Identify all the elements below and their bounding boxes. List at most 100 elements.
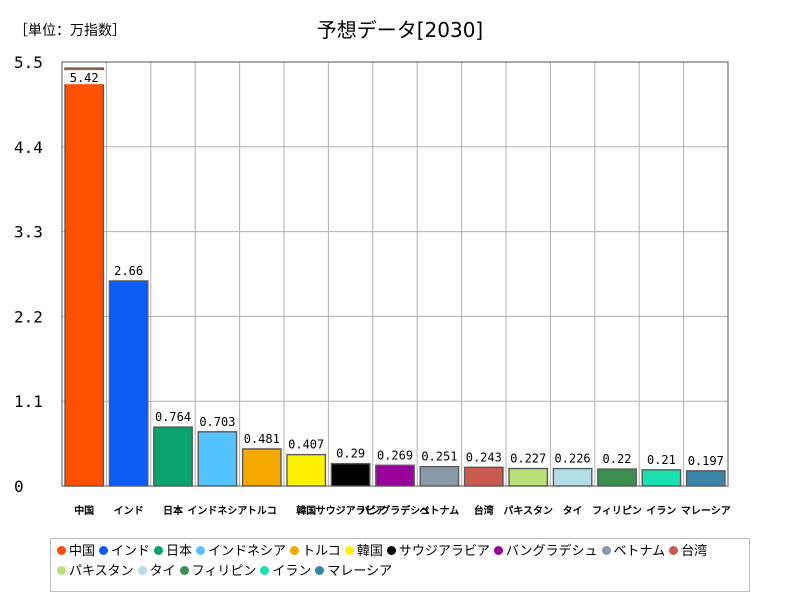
y-tick-label: 5.5 — [14, 53, 43, 72]
data-label: 0.407 — [288, 438, 324, 452]
data-label: 0.22 — [603, 452, 632, 466]
x-tick-label: タイ — [563, 505, 583, 517]
data-label: 2.66 — [114, 264, 143, 278]
legend-marker-icon — [137, 566, 147, 575]
legend-label: ベトナム — [613, 544, 666, 559]
x-tick-label: サウジアラビア — [316, 504, 386, 517]
legend-marker-icon — [315, 566, 325, 575]
bar — [197, 431, 238, 487]
legend-marker-icon — [386, 546, 396, 555]
unit-label: ［単位：万指数］ — [14, 23, 126, 39]
x-tick-label: マレーシア — [681, 505, 731, 517]
legend-marker-icon — [290, 546, 300, 555]
legend-marker-icon — [260, 566, 270, 575]
bar — [641, 469, 682, 487]
y-tick-label: 3.3 — [14, 223, 43, 242]
x-tick-label: イラン — [646, 505, 676, 517]
x-tick-label: 韓国 — [296, 504, 316, 517]
legend-label: パキスタン — [69, 564, 134, 579]
legend-marker-icon — [196, 546, 206, 555]
bar — [108, 280, 149, 487]
legend-marker-icon — [179, 566, 189, 575]
x-tick-label: トルコ — [247, 505, 277, 517]
data-label: 0.21 — [647, 453, 676, 467]
data-label-bg — [64, 70, 105, 85]
legend-item: 中国 — [57, 542, 95, 562]
data-label: 0.251 — [421, 450, 457, 464]
x-tick-label: 台湾 — [474, 504, 494, 517]
legend-item: 台湾 — [669, 542, 707, 562]
legend-marker-icon — [669, 546, 679, 555]
x-tick-label: インド — [114, 505, 144, 517]
legend-item: ベトナム — [601, 542, 666, 562]
legend-item: フィリピン — [179, 562, 257, 582]
x-tick-label: バングラデシュ — [360, 504, 431, 517]
y-tick-label: 2.2 — [14, 307, 43, 326]
bar — [286, 453, 327, 487]
legend-marker-icon — [493, 546, 503, 555]
legend-label: フィリピン — [191, 564, 257, 579]
bar — [685, 470, 726, 487]
legend-item: バングラデシュ — [493, 542, 598, 562]
legend-marker-icon — [154, 546, 164, 555]
bar — [463, 466, 504, 487]
legend-label: サウジアラビア — [398, 544, 490, 559]
legend-item: タイ — [137, 562, 176, 582]
x-tick-label: フィリピン — [592, 505, 642, 517]
data-label: 0.481 — [244, 432, 280, 446]
bar — [375, 464, 415, 487]
data-label: 0.243 — [466, 450, 502, 464]
x-tick-label: 中国 — [74, 504, 94, 517]
legend: 中国 インド 日本 インドネシア トルコ 韓国 サウジアラビア バングラデシュ ベトナム 台湾パキ… — [50, 538, 750, 592]
legend-label: インドネシア — [208, 544, 287, 559]
legend-item: 韓国 — [344, 542, 383, 562]
y-tick-label: 1.1 — [14, 392, 43, 411]
bars — [64, 67, 726, 487]
legend-marker-icon — [601, 546, 611, 555]
data-label: 0.269 — [377, 448, 413, 462]
legend-label: マレーシア — [327, 564, 393, 579]
axes: 0 1.1 2.2 3.3 4.4 5.5 中国 インド 日本 インドネシア トルコ 韓国 サウジアラビ… — [14, 53, 731, 517]
x-tick-label: 日本 — [163, 504, 184, 517]
legend-marker-icon — [344, 546, 354, 555]
legend-label: インド — [111, 544, 151, 559]
bar — [597, 468, 637, 487]
legend-item: インドネシア — [196, 542, 286, 562]
bar — [508, 467, 549, 487]
data-label: 0.227 — [510, 452, 546, 466]
plot-frame — [61, 61, 729, 487]
bar — [552, 467, 593, 487]
x-tick-label: パキスタン — [503, 505, 553, 517]
legend-item: パキスタン — [57, 562, 134, 582]
y-tick-label: 0 — [14, 477, 24, 496]
legend-item: トルコ — [290, 542, 341, 562]
data-label: 0.703 — [199, 415, 235, 429]
bar — [64, 67, 105, 487]
legend-label: イラン — [272, 564, 312, 579]
legend-item: インド — [99, 542, 150, 562]
data-label: 5.42 — [70, 71, 99, 85]
data-labels: 5.42 2.66 0.764 0.703 0.481 0.407 0.29 0.269 0.2… — [64, 70, 724, 468]
chart-title: 予想データ[2030] — [316, 18, 484, 42]
data-label: 0.764 — [155, 410, 191, 424]
legend-marker-icon — [57, 566, 66, 575]
bar — [419, 465, 460, 487]
data-label: 0.29 — [336, 447, 365, 461]
legend-label: バングラデシュ — [505, 544, 598, 559]
bar — [241, 448, 282, 487]
legend-label: 韓国 — [356, 544, 383, 559]
bar — [330, 462, 371, 487]
data-label: 0.226 — [555, 452, 591, 466]
legend-label: タイ — [149, 564, 176, 579]
legend-item: 日本 — [154, 542, 192, 562]
legend-item: サウジアラビア — [386, 542, 490, 562]
x-tick-label: インドネシア — [187, 505, 247, 517]
legend-marker-icon — [99, 546, 109, 555]
legend-item: マレーシア — [315, 562, 392, 582]
legend-marker-icon — [57, 546, 66, 555]
legend-item: イラン — [260, 562, 311, 582]
y-tick-label: 4.4 — [14, 138, 43, 157]
legend-label: 中国 — [69, 544, 96, 559]
x-tick-label: ベトナム — [420, 505, 460, 517]
